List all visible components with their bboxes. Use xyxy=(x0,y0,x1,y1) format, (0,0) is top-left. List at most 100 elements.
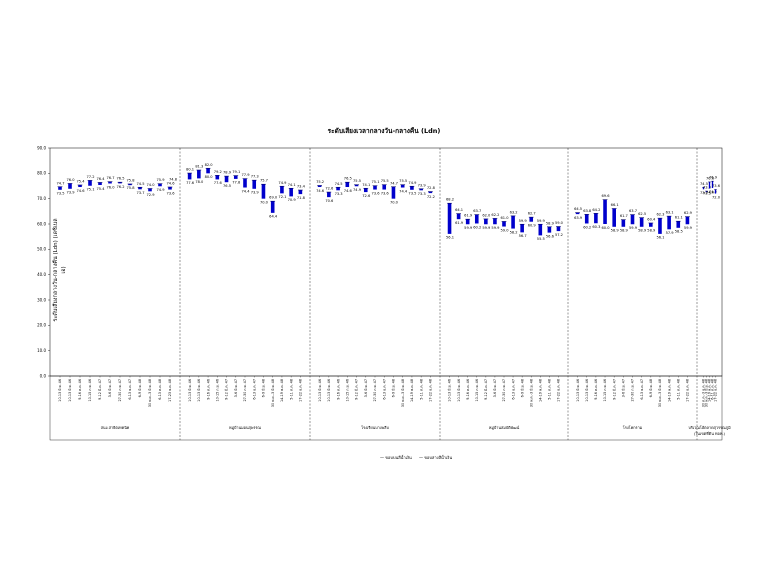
y-tick-label: 80.0 xyxy=(37,171,46,176)
bar-top-value: 75.9 xyxy=(156,178,165,182)
x-tick-label: 30 พ.ค.-3 มิ.ย. 48 xyxy=(658,379,662,407)
bar-bottom-value: 70.9 xyxy=(288,198,297,202)
x-tick-label: 9-16 ต.ค. 46 xyxy=(206,379,210,400)
y-tick-label: 70.0 xyxy=(37,196,46,201)
x-tick-label: 9-16 ต.ค. 46 xyxy=(78,379,82,400)
bar-bottom-value: 60.9 xyxy=(528,224,537,228)
bar-top-value: 59.9 xyxy=(519,219,528,223)
bar-top-value: 76.5 xyxy=(116,177,124,181)
bar-bottom-value: 72.1 xyxy=(278,195,286,199)
bar-bottom-value: 73.5 xyxy=(56,192,64,196)
bar-top-value: 61.0 xyxy=(500,216,509,220)
bar-top-value: 69.6 xyxy=(602,194,611,198)
bar-top-value: 81.3 xyxy=(195,165,203,169)
bar-bottom-value: 72.0 xyxy=(712,195,721,199)
x-tick-label: 5-11 ต.ค. 48 xyxy=(676,379,680,400)
data-bar xyxy=(410,186,414,190)
bar-top-value: 76.9 xyxy=(709,176,718,180)
data-bar xyxy=(158,183,162,187)
data-bar xyxy=(354,184,359,187)
bar-top-value: 75.1 xyxy=(371,180,379,184)
x-tick-label: 3-6 มิ.ย. 47 xyxy=(622,379,626,397)
bar-top-value: 63.8 xyxy=(583,209,592,213)
data-bar xyxy=(711,181,714,189)
x-tick-label: 9-16 ต.ค. 46 xyxy=(336,379,340,400)
bar-top-value: 61.7 xyxy=(620,214,628,218)
x-tick-label: 6-13 ธ.ค. 47 xyxy=(382,379,386,400)
bar-top-value: 75.7 xyxy=(260,179,268,183)
x-tick-label: 17-22 ธ.ค. 48 xyxy=(557,379,561,402)
data-bar xyxy=(206,168,210,174)
bar-top-value: 79.1 xyxy=(232,170,240,174)
bar-top-value: 75.5 xyxy=(353,179,361,183)
bar-top-value: 74.1 xyxy=(362,183,370,187)
bar-bottom-value: 73.9 xyxy=(66,191,75,195)
bar-bottom-value: 60.0 xyxy=(602,226,611,230)
data-bar xyxy=(187,173,192,180)
data-bar xyxy=(649,222,653,227)
bar-top-value: 76.6 xyxy=(706,176,715,180)
bar-bottom-value: 80.0 xyxy=(205,175,214,179)
group-label: โรงโคกราม xyxy=(623,425,643,430)
group-label: บริเวณโฮ้ตลาดสุวรรณภูมิ xyxy=(688,425,731,431)
bar-bottom-value: 75.8 xyxy=(126,186,135,190)
data-bar xyxy=(538,224,543,236)
bar-bottom-value: 73.9 xyxy=(251,191,260,195)
x-tick-label: 3-6 มิ.ย. 47 xyxy=(364,379,368,397)
x-tick-label: 6-13 ต.ค. 48 xyxy=(158,379,162,400)
x-tick-label: 10-13 มิ.ย. 46 xyxy=(188,379,192,402)
data-bar xyxy=(243,178,247,188)
bar-bottom-value: 78.0 xyxy=(195,180,204,184)
bar-top-value: 62.3 xyxy=(656,213,664,217)
x-tick-label: 5-11 ต.ค. 48 xyxy=(419,379,423,400)
bar-bottom-value: 73.7 xyxy=(700,191,708,195)
bar-bottom-value: 76.2 xyxy=(116,185,124,189)
bar-bottom-value: 58.5 xyxy=(675,230,683,234)
bar-top-value: 64.5 xyxy=(574,207,582,211)
data-bar xyxy=(667,216,671,230)
bar-bottom-value: 70.0 xyxy=(260,200,269,204)
bar-bottom-value: 76.5 xyxy=(223,184,231,188)
bar-top-value: 74.6 xyxy=(166,182,175,186)
bar-extra-value: 74.8 xyxy=(169,178,178,182)
data-bar xyxy=(529,217,534,222)
bar-bottom-value: 77.6 xyxy=(214,181,223,185)
data-bar xyxy=(78,184,82,188)
bar-top-value: 74.5 xyxy=(700,182,708,186)
data-bar xyxy=(118,182,122,184)
bar-top-value: 74.5 xyxy=(335,182,343,186)
x-tick-label: 30 พ.ค.-3 มิ.ย. 48 xyxy=(705,379,709,407)
bar-bottom-value: 64.4 xyxy=(269,215,278,219)
bar-top-value: 75.5 xyxy=(399,179,407,183)
x-tick-label: 10-13 มิ.ย. 46 xyxy=(448,379,452,402)
data-bar xyxy=(714,189,717,194)
bar-bottom-value: 73.6 xyxy=(381,191,390,195)
x-tick-label: 9-12 มี.ค. 47 xyxy=(483,379,488,400)
group-label: โรงเรียนบางพลีบ xyxy=(361,425,389,430)
data-bar xyxy=(289,188,293,197)
bar-bottom-value: 55.5 xyxy=(537,237,545,241)
bar-bottom-value: 72.6 xyxy=(362,194,371,198)
bar-top-value: 75.5 xyxy=(381,179,389,183)
x-tick-label: 3-6 มิ.ย. 47 xyxy=(234,379,238,397)
bar-top-value: 73.0 xyxy=(703,186,712,190)
bar-top-value: 66.1 xyxy=(611,203,619,207)
bar-bottom-value: 59.0 xyxy=(500,228,509,232)
bar-top-value: 76.7 xyxy=(106,176,114,180)
x-tick-label: 17-22 ธ.ค. 48 xyxy=(299,379,303,402)
data-bar xyxy=(547,226,552,233)
bar-top-value: 80.1 xyxy=(186,168,194,172)
data-bar xyxy=(373,185,377,190)
bar-bottom-value: 58.9 xyxy=(611,229,620,233)
bar-bottom-value: 73.3 xyxy=(335,192,343,196)
x-tick-label: 30 พ.ค.-3 มิ.ย. 48 xyxy=(529,379,533,407)
bar-bottom-value: 63.9 xyxy=(574,216,583,220)
data-bar xyxy=(612,208,616,227)
x-tick-label: 17-23 ธ.ค. 48 xyxy=(168,379,172,402)
bar-bottom-value: 58.2 xyxy=(510,230,518,234)
bar-top-value: 63.1 xyxy=(666,211,674,215)
x-tick-label: 27-30 ก.ย. 47 xyxy=(243,379,247,402)
data-bar xyxy=(58,186,62,190)
data-bar xyxy=(215,175,220,180)
group-label: สนง.สาธิตเทคนิค xyxy=(101,425,130,430)
